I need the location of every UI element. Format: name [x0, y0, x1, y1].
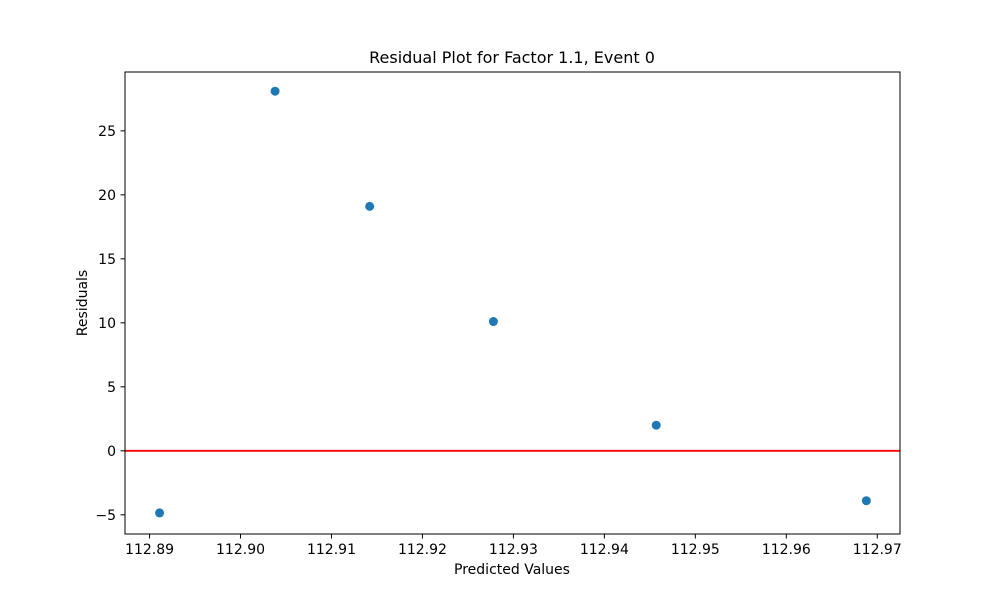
chart-title: Residual Plot for Factor 1.1, Event 0	[369, 48, 655, 67]
x-tick-label-0: 112.89	[125, 542, 174, 558]
scatter-point-0	[155, 508, 165, 518]
x-tick-label-1: 112.90	[216, 542, 265, 558]
x-tick-label-6: 112.95	[671, 542, 720, 558]
axis-ticks: 112.89 112.90 112.91 112.92 112.93 112.94 112.…	[95, 124, 901, 558]
y-tick-label-1: 0	[107, 444, 116, 460]
scatter-point-5	[861, 496, 871, 506]
x-tick-label-5: 112.94	[580, 542, 629, 558]
x-tick-label-4: 112.93	[489, 542, 538, 558]
y-tick-label-2: 5	[107, 380, 116, 396]
scatter-point-4	[651, 420, 661, 430]
x-tick-label-7: 112.96	[762, 542, 811, 558]
y-tick-label-3: 10	[98, 316, 116, 332]
y-tick-label-0: −5	[95, 508, 116, 524]
x-tick-label-8: 112.97	[853, 542, 902, 558]
scatter-point-2	[365, 201, 375, 211]
scatter-point-1	[270, 86, 280, 96]
y-tick-label-5: 20	[98, 188, 116, 204]
x-tick-label-2: 112.91	[307, 542, 356, 558]
scatter-point-3	[488, 317, 498, 327]
y-tick-label-6: 25	[98, 124, 116, 140]
x-tick-label-3: 112.92	[398, 542, 447, 558]
x-axis-label: Predicted Values	[454, 562, 570, 578]
data-marks	[125, 86, 900, 518]
plot-frame	[124, 71, 901, 535]
y-axis-label: Residuals	[75, 270, 91, 336]
y-tick-label-4: 15	[98, 252, 116, 268]
